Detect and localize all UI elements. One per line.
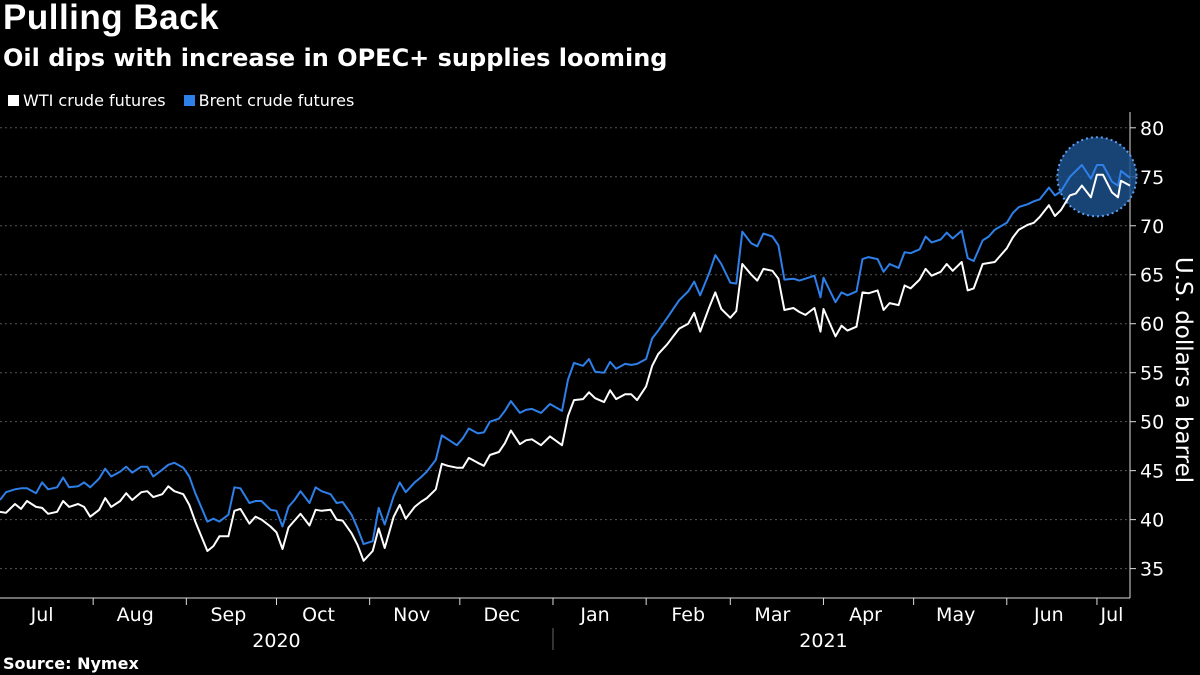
source-note: Source: Nymex	[3, 654, 139, 673]
x-month-label-10: May	[936, 604, 975, 626]
x-month-label-0: Jul	[30, 604, 54, 626]
y-tick-label-75: 75	[1140, 167, 1164, 189]
legend-item-brent: Brent crude futures	[183, 91, 355, 110]
y-tick-label-60: 60	[1140, 314, 1164, 336]
chart-title: Pulling Back	[3, 0, 220, 37]
legend-label-brent: Brent crude futures	[198, 91, 355, 110]
x-month-label-8: Mar	[754, 604, 790, 626]
x-month-label-2: Sep	[210, 604, 246, 626]
y-tick-label-55: 55	[1140, 363, 1164, 385]
x-month-label-9: Apr	[849, 604, 882, 626]
y-tick-label-70: 70	[1140, 216, 1164, 238]
x-year-label-2020: 2020	[252, 630, 300, 652]
y-tick-label-50: 50	[1140, 412, 1164, 434]
x-month-label-3: Oct	[302, 604, 335, 626]
x-month-label-12: Jul	[1099, 604, 1123, 626]
x-month-label-1: Aug	[117, 604, 154, 626]
legend-swatch-wti	[8, 95, 19, 106]
x-month-label-7: Feb	[671, 604, 705, 626]
y-axis-title: U.S. dollars a barrel	[1170, 257, 1196, 483]
legend-label-wti: WTI crude futures	[23, 91, 166, 110]
x-month-label-6: Jan	[579, 604, 609, 626]
y-tick-label-35: 35	[1140, 559, 1164, 581]
x-month-label-11: Jun	[1033, 604, 1064, 626]
y-tick-label-45: 45	[1140, 461, 1164, 483]
x-month-label-4: Nov	[393, 604, 430, 626]
series-line-brent	[0, 164, 1131, 546]
x-year-label-2021: 2021	[799, 630, 847, 652]
y-tick-label-40: 40	[1140, 510, 1164, 532]
series-line-wti	[0, 173, 1131, 562]
legend-swatch-brent	[183, 95, 195, 106]
legend: WTI crude futures Brent crude futures	[8, 91, 354, 110]
legend-item-wti: WTI crude futures	[8, 91, 166, 110]
chart-subtitle: Oil dips with increase in OPEC+ supplies…	[3, 44, 668, 72]
x-month-label-5: Dec	[483, 604, 520, 626]
y-tick-label-80: 80	[1140, 118, 1164, 140]
y-tick-label-65: 65	[1140, 265, 1164, 287]
